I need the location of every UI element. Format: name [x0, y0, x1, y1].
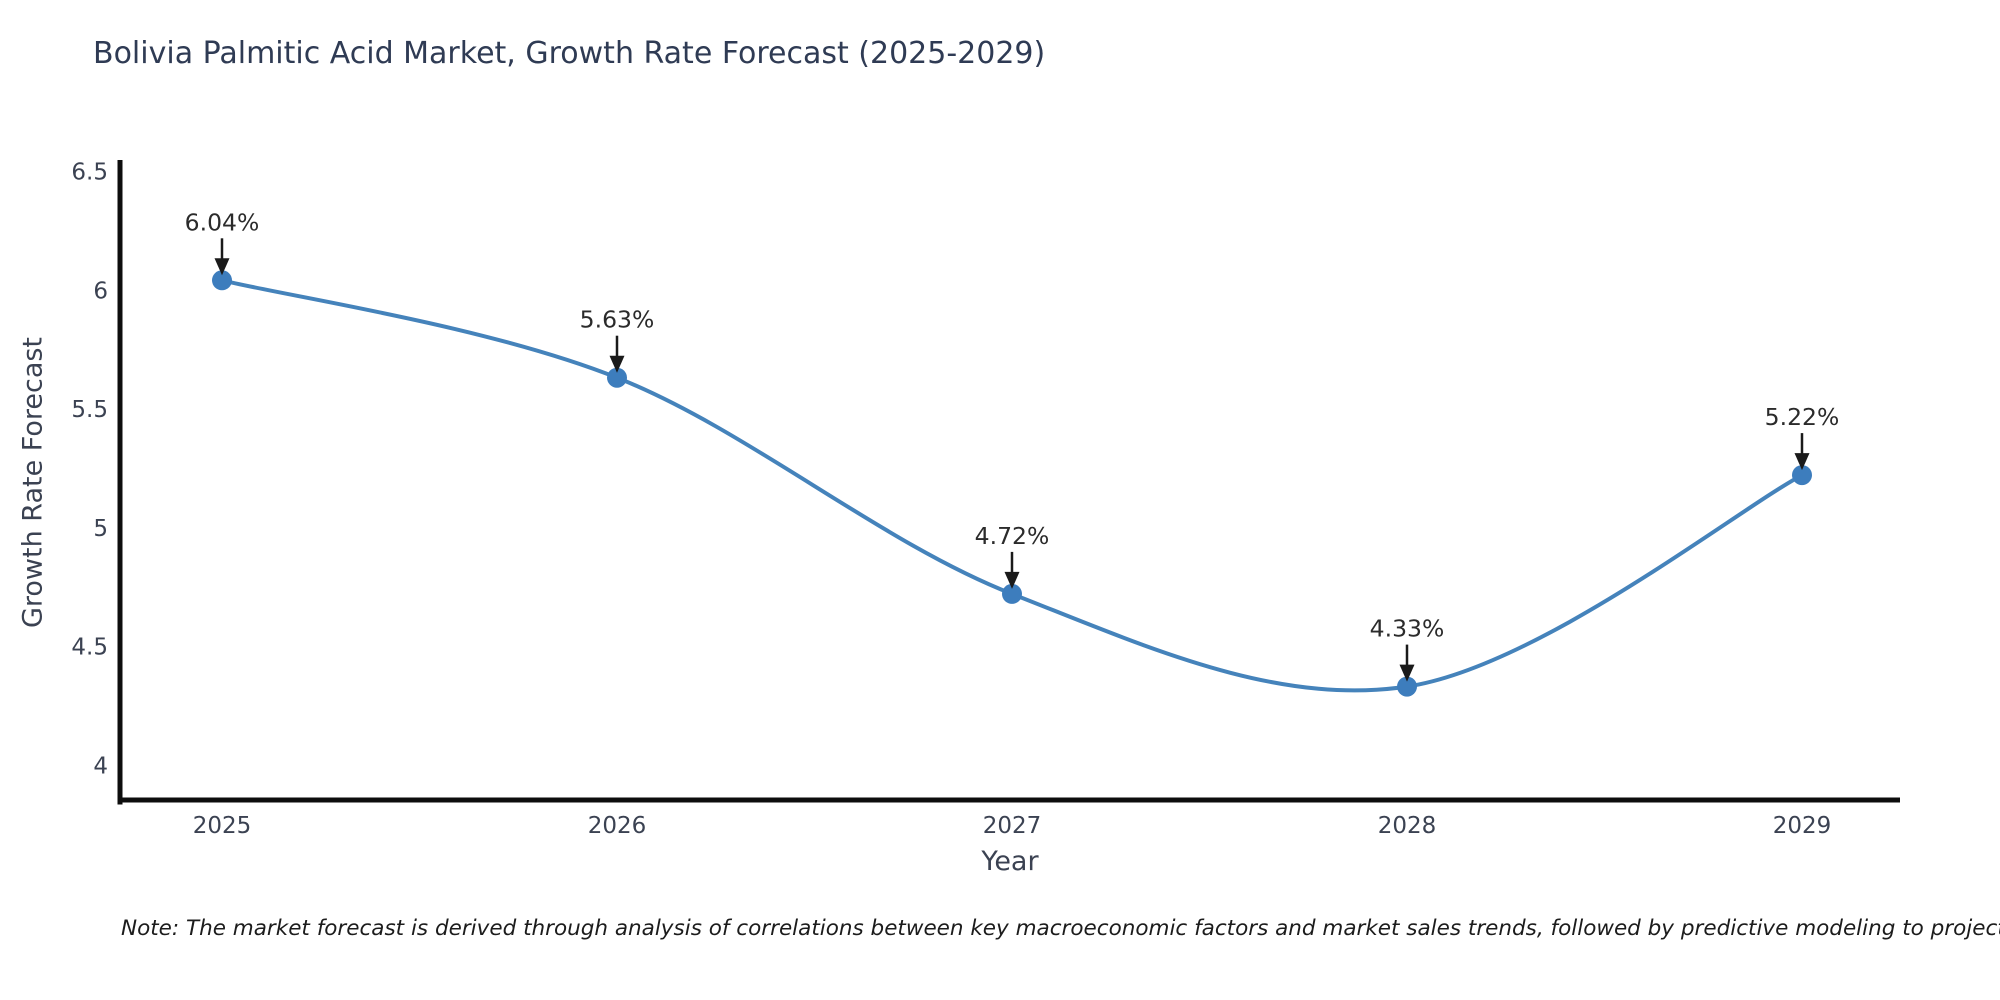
data-point-marker[interactable] — [1792, 465, 1812, 486]
data-point-marker[interactable] — [1002, 583, 1022, 604]
annotation-label: 6.04% — [185, 208, 260, 236]
y-tick-label: 5.5 — [71, 397, 108, 423]
y-tick-label: 6.5 — [71, 160, 108, 186]
annotation-arrowhead — [214, 258, 230, 276]
data-point-marker[interactable] — [212, 270, 232, 291]
annotation-label: 5.22% — [1765, 403, 1840, 431]
annotation-label: 5.63% — [580, 306, 655, 334]
annotation-label: 4.33% — [1370, 615, 1445, 643]
y-tick-label: 4.5 — [71, 635, 108, 661]
x-tick-label: 2029 — [1773, 813, 1832, 839]
y-tick-label: 4 — [93, 754, 108, 780]
annotation-arrowhead — [609, 355, 625, 373]
footnote: Note: The market forecast is derived thr… — [121, 916, 2000, 941]
chart-title: Bolivia Palmitic Acid Market, Growth Rat… — [93, 36, 1046, 71]
x-tick-label: 2026 — [588, 813, 647, 839]
trend-line — [221, 278, 1803, 693]
y-tick-label: 6 — [93, 278, 108, 304]
y-tick-label: 5 — [93, 516, 108, 542]
x-axis-title: Year — [981, 846, 1039, 877]
x-tick-label: 2028 — [1378, 813, 1437, 839]
data-point-marker[interactable] — [607, 367, 627, 388]
data-point-marker[interactable] — [1397, 676, 1417, 697]
x-tick-label: 2027 — [983, 813, 1042, 839]
annotation-arrowhead — [1004, 571, 1020, 589]
annotation-arrowhead — [1794, 453, 1810, 471]
annotation-label: 4.72% — [975, 522, 1050, 550]
annotation-arrowhead — [1399, 664, 1415, 682]
x-tick-label: 2025 — [193, 813, 252, 839]
y-axis-title: Growth Rate Forecast — [17, 336, 49, 629]
